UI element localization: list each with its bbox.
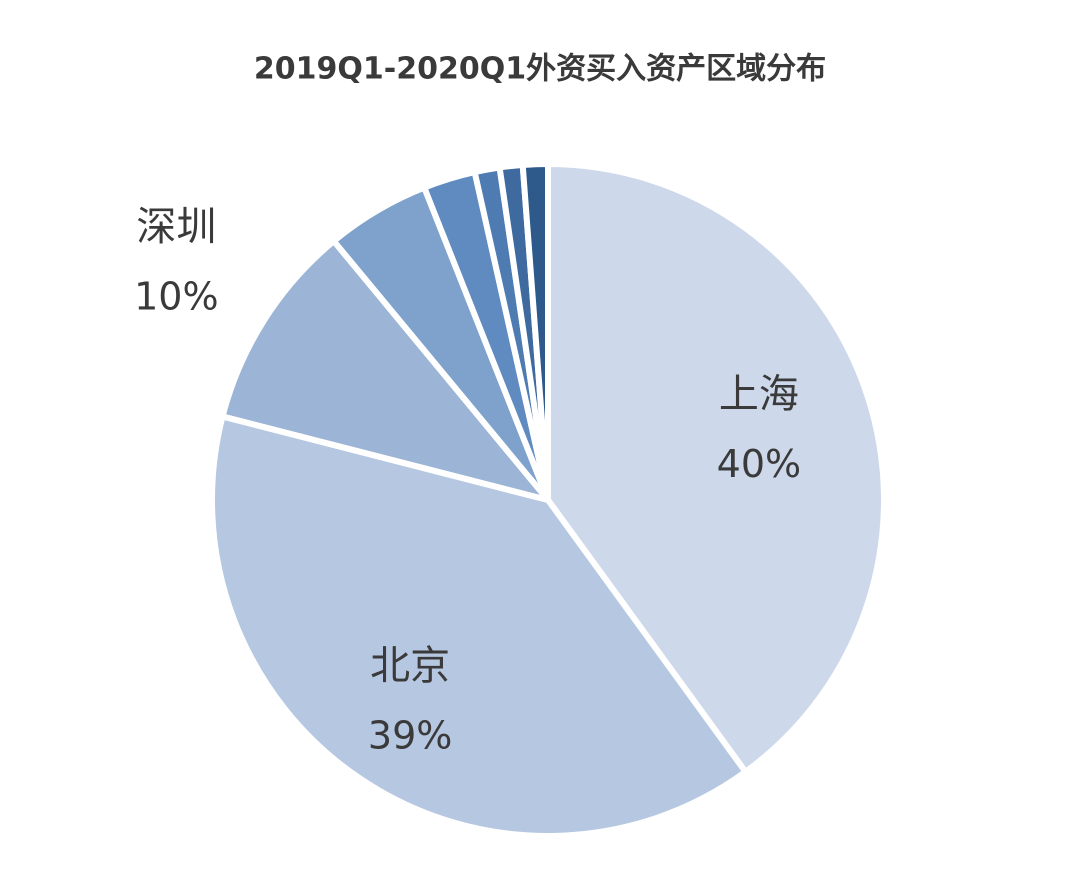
slice-label: 北京: [370, 643, 450, 689]
value-label: 10%: [134, 275, 218, 319]
slice-label: 深圳: [136, 204, 216, 250]
value-label: 40%: [717, 442, 801, 486]
chart-title: 2019Q1-2020Q1外资买入资产区域分布: [254, 52, 826, 87]
slice-label: 上海: [719, 371, 799, 417]
value-label: 39%: [368, 713, 452, 757]
pie-slice: [545, 161, 887, 775]
pie-slice: [209, 413, 749, 839]
pie-slice: [219, 238, 551, 503]
pie-slice: [519, 161, 551, 503]
